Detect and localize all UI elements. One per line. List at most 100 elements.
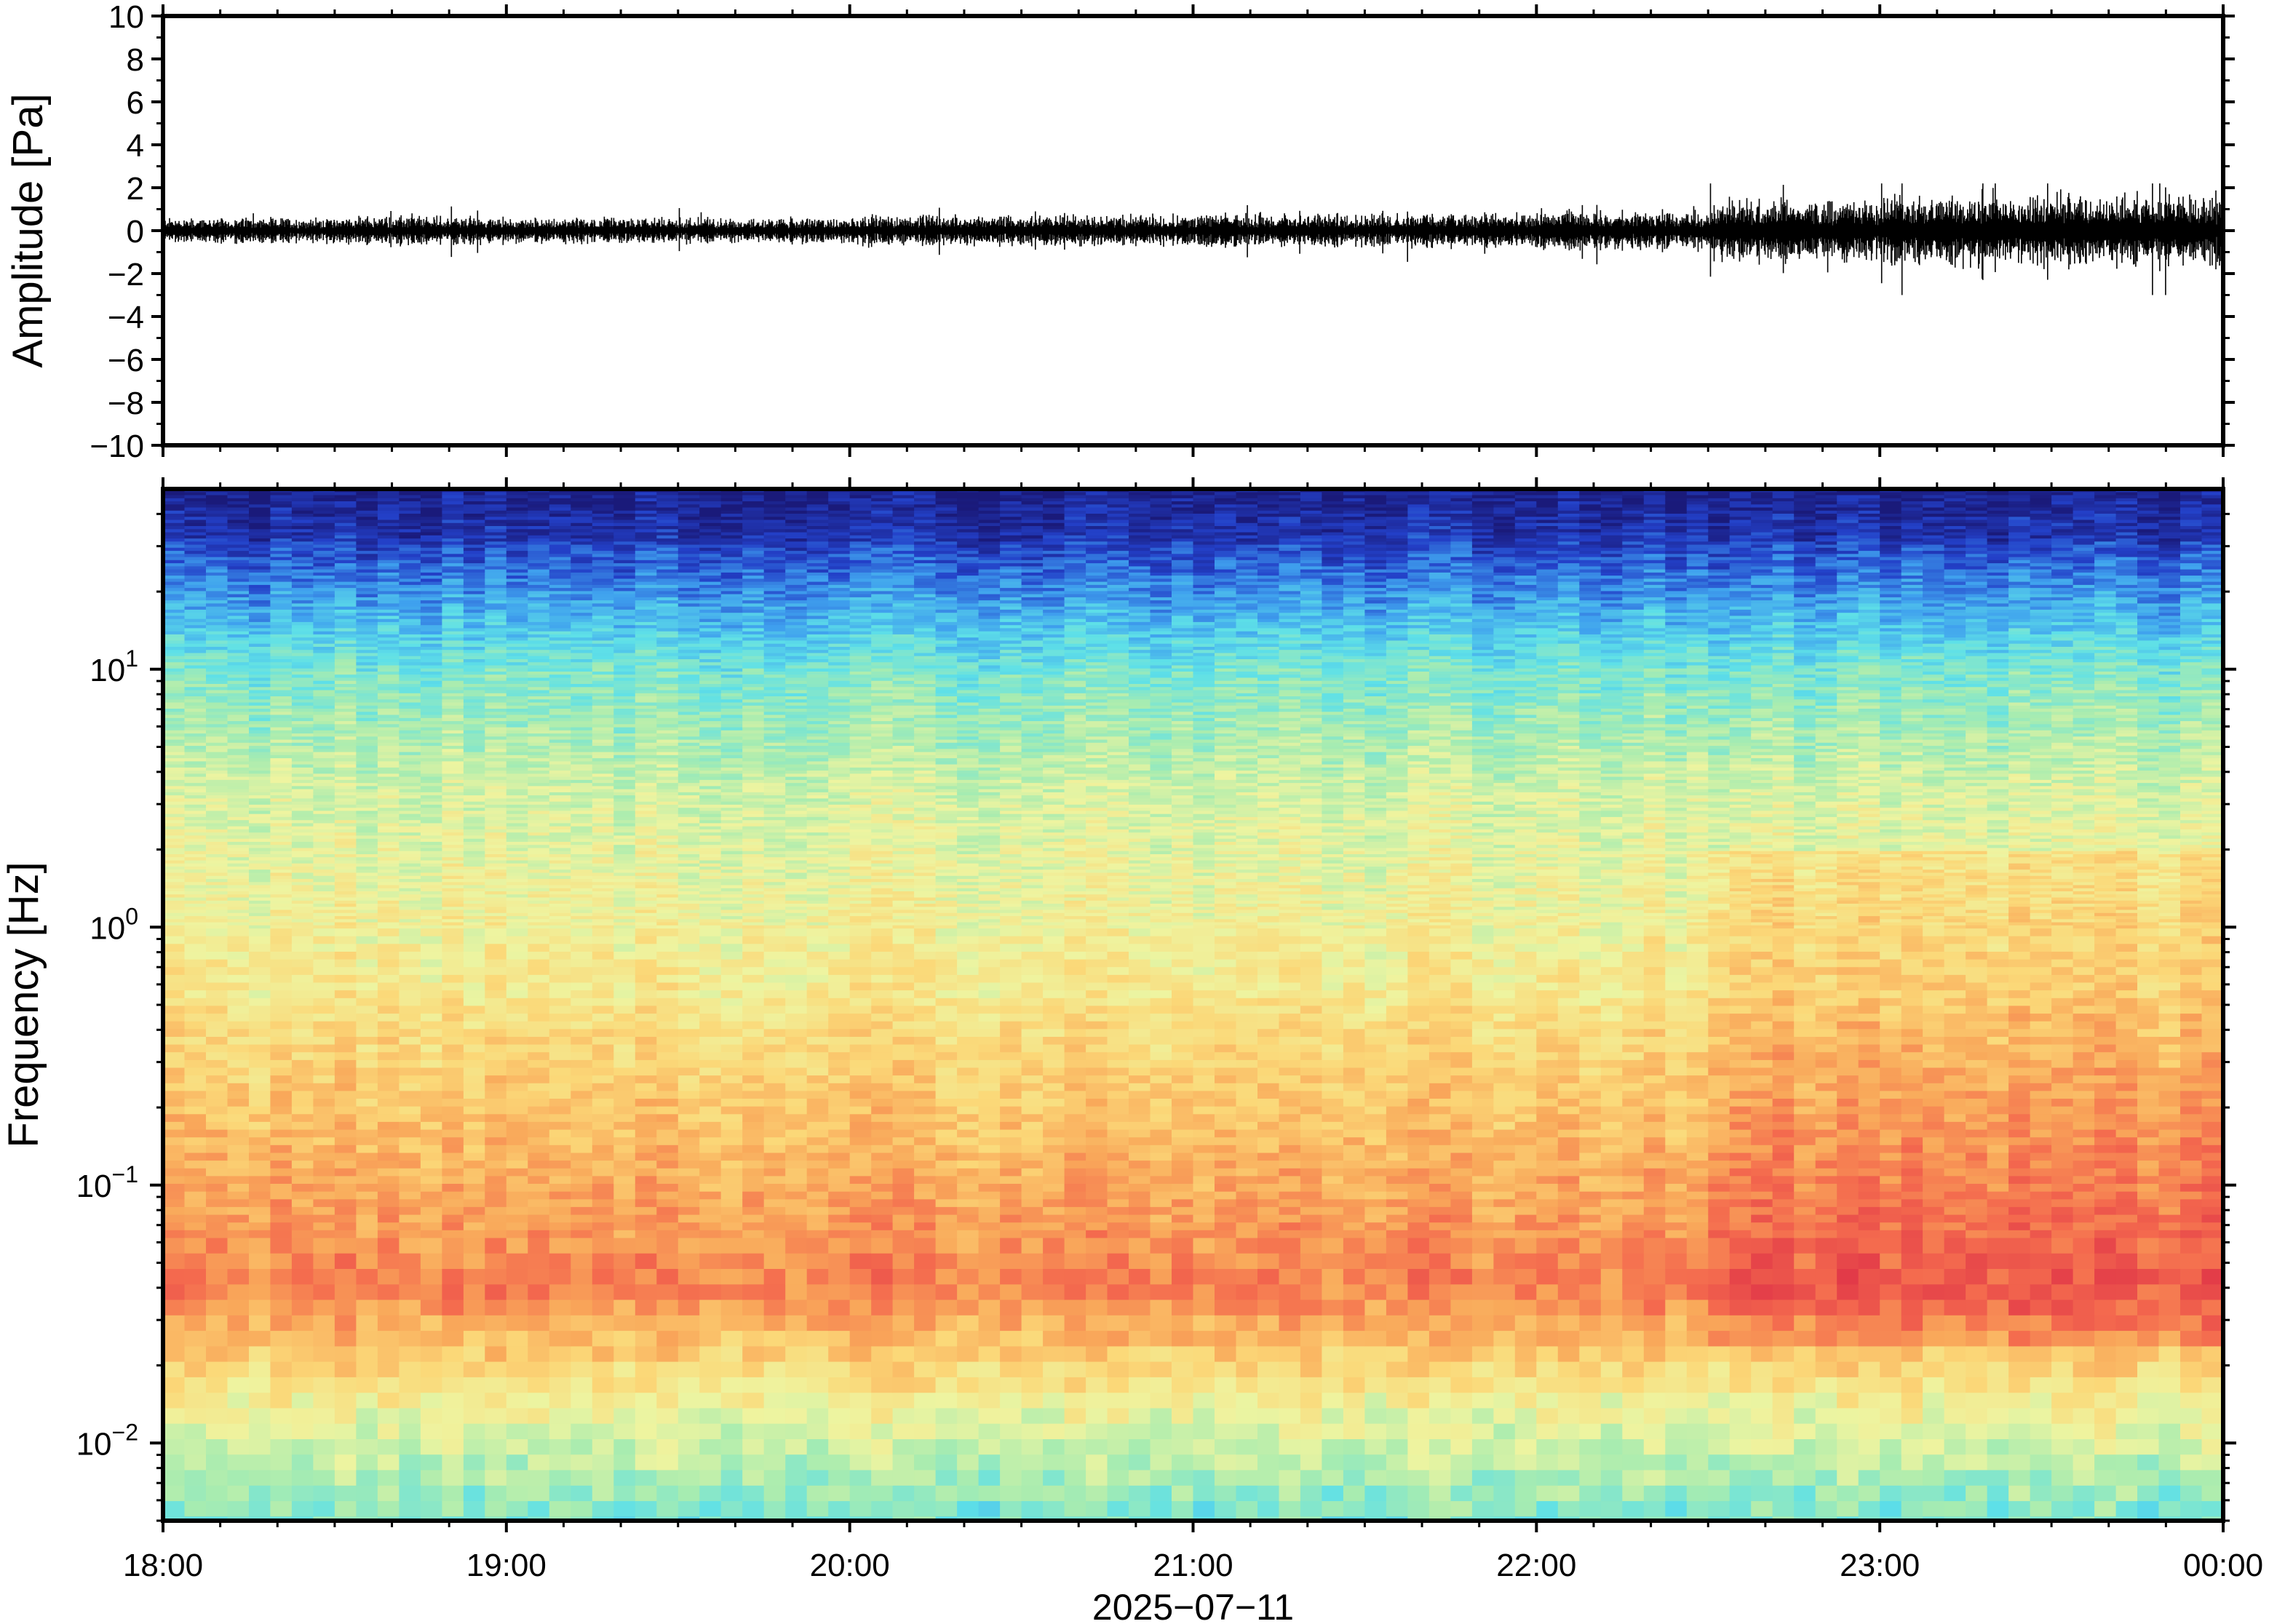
spectrogram-cell (528, 514, 550, 517)
spectrogram-cell (206, 560, 229, 564)
spectrogram-cell (377, 677, 400, 682)
spectrogram-cell (227, 507, 250, 512)
spectrogram-cell (571, 742, 593, 747)
spectrogram-cell (377, 696, 400, 700)
spectrogram-cell (399, 591, 421, 595)
spectrogram-cell (571, 764, 593, 768)
spectrogram-cell (184, 594, 207, 598)
spectrogram-cell (377, 925, 400, 929)
spectrogram-cell (635, 764, 657, 768)
spectrogram-cell (442, 1176, 464, 1185)
spectrogram-cell (334, 801, 357, 805)
spectrogram-cell (635, 767, 657, 771)
spectrogram-cell (313, 742, 335, 747)
spectrogram-cell (592, 690, 614, 694)
spectrogram-cell (227, 702, 250, 706)
spectrogram-cell (592, 668, 614, 672)
spectrogram-cell (613, 776, 636, 781)
spectrogram-cell (313, 647, 335, 650)
spectrogram-cell (227, 1121, 250, 1131)
spectrogram-cell (291, 832, 314, 837)
spectrogram-cell (356, 1052, 378, 1061)
spectrogram-cell (656, 900, 679, 904)
spectrogram-cell (571, 776, 593, 781)
spectrogram-cell (356, 665, 378, 669)
spectrogram-cell (463, 665, 485, 669)
spectrogram-cell (442, 588, 464, 592)
spectrogram-cell (442, 967, 464, 976)
spectrogram-cell (377, 912, 400, 917)
spectrogram-cell (377, 922, 400, 926)
spectrogram-cell (163, 538, 186, 542)
spectrogram-cell (249, 857, 271, 861)
spectrogram-cell (549, 944, 571, 952)
spectrogram-cell (635, 653, 657, 657)
spectrogram-cell (356, 829, 378, 833)
spectrogram-cell (677, 581, 700, 586)
spectrogram-cell (227, 1377, 250, 1393)
spectrogram-cell (291, 792, 314, 796)
spectrogram-cell (249, 851, 271, 855)
spectrogram-cell (677, 820, 700, 824)
spectrogram-cell (613, 882, 636, 886)
spectrogram-cell (377, 557, 400, 561)
spectrogram-cell (420, 591, 442, 595)
spectrogram-cell (249, 1184, 271, 1193)
spectrogram-cell (377, 643, 400, 648)
spectrogram-cell (377, 507, 400, 512)
spectrogram-cell (184, 551, 207, 554)
spectrogram-cell (463, 1361, 485, 1378)
spectrogram-cell (377, 904, 400, 907)
spectrogram-cell (528, 857, 550, 861)
spectrogram-cell (399, 1206, 421, 1216)
spectrogram-cell (420, 724, 442, 728)
spectrogram-cell (463, 721, 485, 725)
spectrogram-cell (677, 672, 700, 675)
spectrogram-cell (377, 1470, 400, 1486)
spectrogram-cell (571, 826, 593, 830)
spectrogram-cell (420, 875, 442, 880)
spectrogram-cell (592, 869, 614, 874)
spectrogram-cell (249, 628, 271, 632)
spectrogram-cell (227, 625, 250, 629)
spectrogram-cell (677, 823, 700, 827)
spectrogram-cell (635, 1099, 657, 1107)
spectrogram-cell (485, 621, 507, 626)
spectrogram-cell (528, 672, 550, 675)
spectrogram-cell (163, 653, 186, 657)
spectrogram-cell (206, 808, 229, 812)
spectrogram-cell (399, 699, 421, 704)
spectrogram-cell (377, 631, 400, 635)
spectrogram-cell (656, 888, 679, 892)
spectrogram-cell (420, 1199, 442, 1208)
spectrogram-cell (334, 882, 357, 886)
spectrogram-cell (356, 1454, 378, 1471)
spectrogram-cell (506, 755, 528, 759)
spectrogram-cell (571, 730, 593, 734)
spectrogram-cell (528, 1361, 550, 1378)
spectrogram-cell (291, 1161, 314, 1169)
spectrogram-cell (163, 1191, 186, 1200)
spectrogram-cell (485, 1331, 507, 1347)
spectrogram-cell (270, 597, 293, 601)
spectrogram-cell (227, 594, 250, 598)
spectrogram-cell (506, 684, 528, 688)
spectrogram-cell (270, 875, 293, 880)
spectrogram-cell (291, 495, 314, 499)
spectrogram-cell (227, 705, 250, 709)
spectrogram-cell (399, 609, 421, 613)
spectrogram-cell (420, 1470, 442, 1486)
spectrogram-cell (613, 603, 636, 608)
spectrogram-cell (656, 566, 679, 570)
spectrogram-cell (356, 916, 378, 920)
spectrogram-cell (506, 922, 528, 926)
spectrogram-cell (549, 1222, 571, 1231)
spectrogram-cell (463, 1029, 485, 1038)
spectrogram-cell (270, 600, 293, 604)
spectrogram-cell (571, 1253, 593, 1270)
spectrogram-cell (163, 854, 186, 858)
spectrogram-cell (613, 1044, 636, 1053)
spectrogram-cell (420, 1206, 442, 1216)
spectrogram-cell (420, 916, 442, 920)
spectrogram-cell (291, 668, 314, 672)
